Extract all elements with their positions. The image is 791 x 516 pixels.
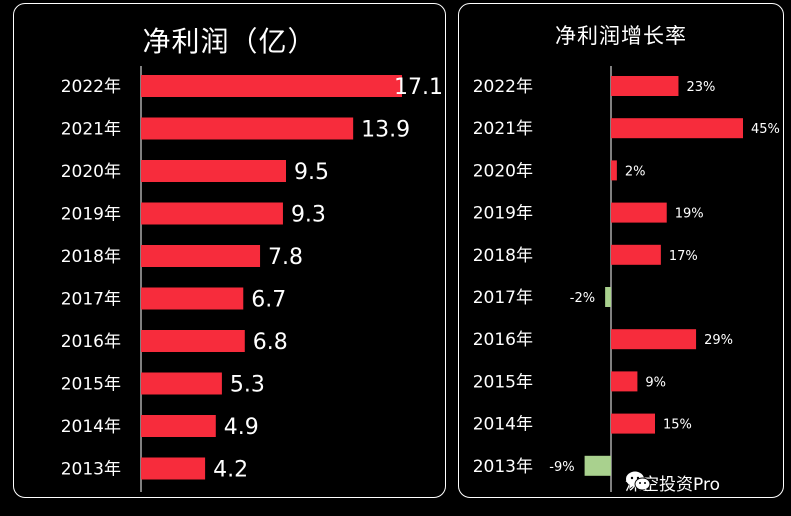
growth-rate-value-label: 2% xyxy=(625,164,646,179)
growth-rate-value-label: -2% xyxy=(570,291,595,306)
net-profit-value-label: 4.2 xyxy=(213,458,248,483)
net-profit-bar xyxy=(141,372,222,395)
net-profit-bar xyxy=(141,245,261,267)
growth-rate-bar xyxy=(611,371,638,392)
growth-rate-category-label: 2018年 xyxy=(473,246,533,266)
growth-rate-title: 净利润增长率 xyxy=(555,24,687,48)
growth-rate-category-label: 2013年 xyxy=(473,457,533,477)
net-profit-value-label: 6.7 xyxy=(251,288,286,313)
net-profit-bar xyxy=(141,160,286,182)
net-profit-category-label: 2014年 xyxy=(61,417,121,437)
net-profit-category-label: 2022年 xyxy=(61,77,121,97)
net-profit-bar xyxy=(141,287,244,310)
net-profit-category-label: 2017年 xyxy=(61,290,121,310)
net-profit-value-label: 4.9 xyxy=(224,415,259,440)
net-profit-bar xyxy=(141,457,206,480)
net-profit-value-label: 9.3 xyxy=(291,203,326,228)
growth-rate-value-label: 19% xyxy=(675,207,704,222)
growth-rate-category-label: 2021年 xyxy=(473,119,533,139)
growth-rate-bar xyxy=(584,455,611,476)
growth-rate-value-label: 9% xyxy=(645,375,666,390)
net-profit-value-label: 9.5 xyxy=(294,160,329,185)
net-profit-category-label: 2018年 xyxy=(61,247,121,267)
growth-rate-bar xyxy=(611,202,667,223)
growth-rate-bar xyxy=(605,287,611,307)
net-profit-value-label: 6.8 xyxy=(253,330,288,355)
net-profit-bar xyxy=(141,202,283,225)
net-profit-title: 净利润（亿） xyxy=(142,25,317,58)
net-profit-value-label: 5.3 xyxy=(230,373,265,398)
net-profit-category-label: 2021年 xyxy=(61,120,121,140)
net-profit-bar xyxy=(141,75,402,97)
net-profit-value-label: 17.1 xyxy=(394,75,443,100)
net-profit-value-label: 13.9 xyxy=(361,118,410,143)
growth-rate-category-label: 2022年 xyxy=(473,77,533,97)
growth-rate-bar xyxy=(611,244,661,265)
net-profit-bar xyxy=(141,330,245,352)
growth-rate-value-label: -9% xyxy=(549,460,574,475)
growth-rate-value-label: 23% xyxy=(686,80,715,95)
growth-rate-bar xyxy=(611,160,617,181)
net-profit-bar xyxy=(141,117,354,140)
growth-rate-category-label: 2017年 xyxy=(473,288,533,308)
growth-rate-value-label: 29% xyxy=(704,333,733,348)
growth-rate-category-label: 2015年 xyxy=(473,372,533,392)
net-profit-category-label: 2016年 xyxy=(61,332,121,352)
net-profit-category-label: 2019年 xyxy=(61,205,121,225)
growth-rate-bar xyxy=(611,76,679,96)
growth-rate-bar xyxy=(611,118,743,139)
net-profit-category-label: 2013年 xyxy=(61,460,121,480)
net-profit-value-label: 7.8 xyxy=(268,245,303,270)
growth-rate-category-label: 2020年 xyxy=(473,161,533,181)
growth-rate-value-label: 17% xyxy=(669,249,698,264)
growth-rate-category-label: 2016年 xyxy=(473,330,533,350)
growth-rate-bar xyxy=(611,329,697,350)
growth-rate-bar xyxy=(611,413,655,434)
watermark: 深空投资Pro xyxy=(625,470,720,495)
net-profit-bar xyxy=(141,415,216,437)
growth-rate-category-label: 2014年 xyxy=(473,415,533,435)
net-profit-category-label: 2015年 xyxy=(61,375,121,395)
wechat-icon xyxy=(626,471,651,492)
growth-rate-value-label: 15% xyxy=(663,418,692,433)
growth-rate-category-label: 2019年 xyxy=(473,204,533,224)
growth-rate-value-label: 45% xyxy=(751,122,780,137)
net-profit-category-label: 2020年 xyxy=(61,162,121,182)
